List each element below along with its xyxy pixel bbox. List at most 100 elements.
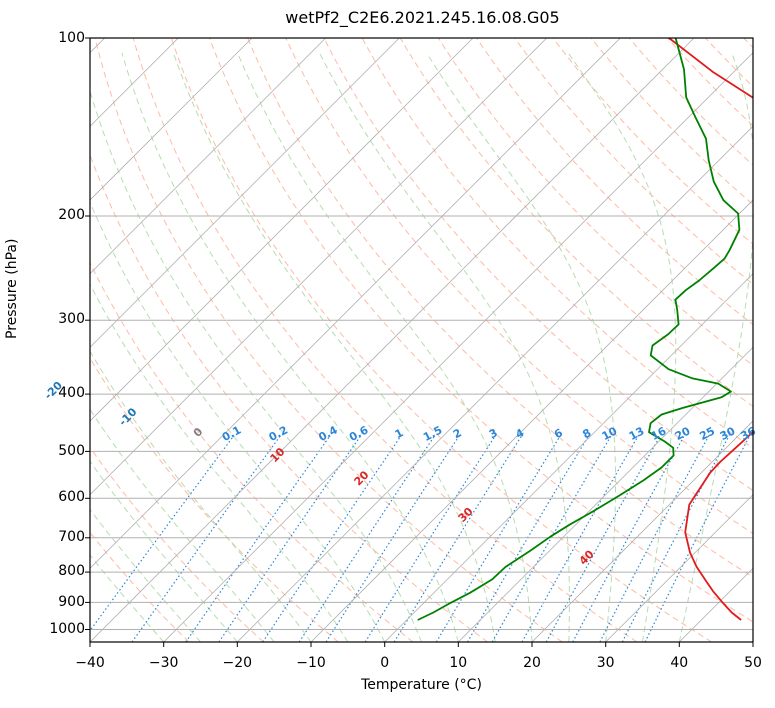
dry-adiabat-line <box>399 38 753 408</box>
isotherm-line <box>458 346 753 642</box>
moist-adiabat-line <box>90 200 386 642</box>
y-tick-label: 300 <box>58 311 85 327</box>
background-reference-lines <box>90 38 753 642</box>
y-tick-label: 200 <box>58 207 85 223</box>
dry-adiabat-label: -20 <box>42 379 65 402</box>
dry-adiabat-line <box>705 38 753 88</box>
mixing-ratio-label: 8 <box>580 426 593 441</box>
sounding-profiles <box>417 38 753 621</box>
dry-adiabat-line <box>743 38 753 49</box>
isotherm-line <box>90 38 695 642</box>
dry-adiabat-line <box>94 38 563 642</box>
moist-adiabat-line <box>90 508 201 642</box>
mixing-ratio-line <box>521 435 639 642</box>
x-tick-label: −30 <box>148 655 179 671</box>
isotherm-line <box>310 199 753 642</box>
y-tick-label: 400 <box>58 385 85 401</box>
isotherm-line <box>237 125 753 642</box>
mixing-ratio-label: 20 <box>673 424 693 443</box>
dry-adiabat-line <box>132 38 638 642</box>
moist-adiabat-line <box>319 52 570 642</box>
mixing-ratio-line <box>262 435 402 642</box>
mixing-ratio-line <box>466 435 590 642</box>
x-tick-label: 10 <box>449 655 468 671</box>
dry-adiabat-line <box>590 38 753 206</box>
mixing-ratio-label: 25 <box>697 424 717 443</box>
isotherm-line <box>531 420 753 642</box>
isotherm-line <box>163 52 753 642</box>
dry-adiabat-line <box>323 38 753 492</box>
axis-tick-marks <box>85 37 754 647</box>
x-tick-label: 40 <box>670 655 689 671</box>
isotherm-line <box>90 38 474 422</box>
isotherm-line <box>384 273 753 642</box>
moist-adiabat-line <box>121 52 459 642</box>
dry-adiabat-label: 40 <box>577 547 597 567</box>
x-axis-label: Temperature (°C) <box>361 677 482 693</box>
moist-adiabat-line <box>90 554 165 642</box>
mixing-ratio-label: 0.2 <box>267 423 290 444</box>
mixing-ratio-label: 1 <box>393 426 406 441</box>
mixing-ratio-label: 3 <box>487 426 500 441</box>
mixing-ratio-label: 1.5 <box>421 423 444 444</box>
mixing-ratio-label: 36 <box>738 424 758 443</box>
mixing-ratio-label: 2 <box>451 426 464 441</box>
dry-adiabat-line <box>667 38 753 127</box>
isotherm-line <box>90 38 105 54</box>
moist-adiabat-line <box>90 89 422 642</box>
dry-adiabat-line <box>437 38 753 366</box>
x-tick-label: 50 <box>744 655 762 671</box>
mixing-ratio-label: 0.1 <box>220 423 243 444</box>
grid-lines <box>0 38 753 642</box>
x-tick-label: −40 <box>75 655 105 671</box>
mixing-ratio-label: 0.4 <box>316 423 340 444</box>
moist-adiabat-line <box>237 52 533 642</box>
x-tick-label: −20 <box>222 655 253 671</box>
mixing-ratio-line <box>298 435 436 642</box>
mixing-ratio-line <box>545 435 661 642</box>
mixing-ratio-line <box>599 435 710 642</box>
moist-adiabat-line <box>90 408 275 642</box>
isotherm-line <box>0 38 31 642</box>
y-tick-label: 900 <box>58 594 85 610</box>
moist-adiabat-line <box>426 52 617 642</box>
mixing-ratio-line <box>364 435 496 642</box>
isotherm-line <box>90 38 400 348</box>
dry-adiabat-line <box>209 38 753 623</box>
plot-frame <box>89 37 754 643</box>
mixing-ratio-label: 30 <box>718 424 738 443</box>
isotherm-line <box>605 494 753 642</box>
mixing-ratio-line <box>325 435 460 642</box>
dry-adiabat-line <box>247 38 753 578</box>
y-tick-label: 600 <box>58 489 85 505</box>
mixing-ratio-line <box>572 435 685 642</box>
isotherm-line <box>90 38 326 275</box>
dewpoint-profile <box>417 38 741 621</box>
moist-adiabat-line <box>90 350 312 642</box>
dry-adiabat-line <box>90 357 339 642</box>
mixing-ratio-line <box>131 435 282 642</box>
dry-adiabat-label: 30 <box>456 505 476 525</box>
mixing-ratio-label: 10 <box>600 424 620 443</box>
y-tick-label: 700 <box>58 529 85 545</box>
isopleth-labels: -100-90-80-70-60-50-40-30-20-10010203040… <box>42 379 759 568</box>
y-tick-label: 1000 <box>49 621 85 637</box>
mixing-ratio-label: 0.6 <box>347 423 371 444</box>
temperature-profile <box>668 38 753 621</box>
dry-adiabat-line <box>90 153 488 642</box>
dry-adiabat-line <box>90 446 264 642</box>
isotherm-line <box>752 641 753 642</box>
mixing-ratio-line <box>435 435 561 642</box>
x-tick-label: 20 <box>523 655 541 671</box>
isotherm-line <box>90 38 253 201</box>
mixing-ratio-line <box>644 435 751 642</box>
dry-adiabat-line <box>90 531 190 642</box>
isotherm-line <box>679 567 753 642</box>
moist-adiabat-line <box>90 283 349 642</box>
dry-adiabat-label: 0 <box>191 425 206 440</box>
mixing-ratio-label: 13 <box>627 424 647 443</box>
y-tick-label: 500 <box>58 443 85 459</box>
moist-adiabat-line <box>678 52 753 642</box>
isotherm-line <box>90 38 547 496</box>
